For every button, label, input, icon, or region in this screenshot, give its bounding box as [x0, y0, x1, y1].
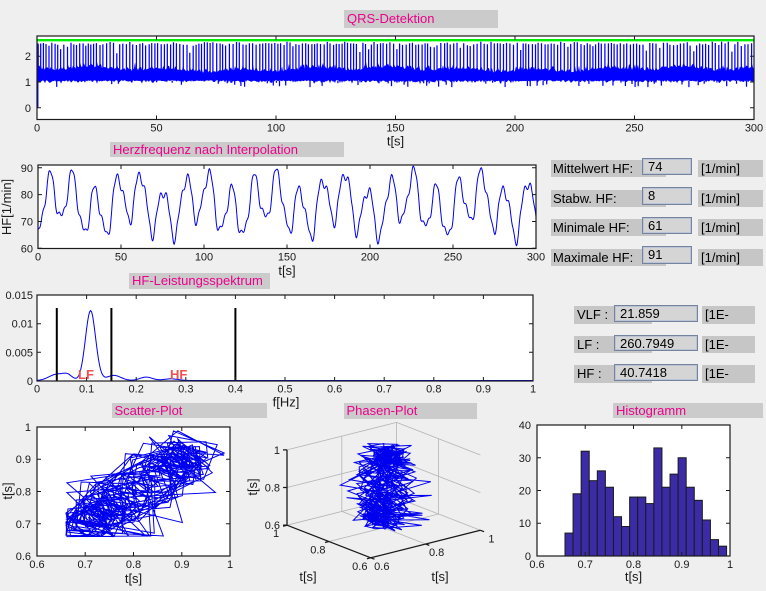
svg-text:0.8: 0.8: [310, 545, 325, 557]
svg-text:0.3: 0.3: [178, 384, 193, 396]
svg-text:0.6: 0.6: [327, 384, 342, 396]
svg-text:1: 1: [25, 422, 31, 434]
svg-text:250: 250: [444, 252, 462, 264]
svg-text:0: 0: [35, 252, 41, 264]
svg-text:150: 150: [278, 252, 296, 264]
svg-text:0.6: 0.6: [265, 520, 280, 532]
svg-text:HF[1/min]: HF[1/min]: [0, 179, 14, 235]
svg-text:1: 1: [530, 384, 536, 396]
svg-text:t[s]: t[s]: [245, 478, 260, 495]
svg-text:0.7: 0.7: [16, 519, 31, 531]
svg-text:0.9: 0.9: [476, 384, 491, 396]
svg-text:250: 250: [625, 123, 643, 135]
svg-text:0.9: 0.9: [16, 454, 31, 466]
svg-text:0.6: 0.6: [16, 551, 31, 563]
svg-text:0.5: 0.5: [277, 384, 292, 396]
svg-text:t[s]: t[s]: [299, 569, 316, 584]
svg-text:1: 1: [274, 445, 280, 457]
svg-text:f[Hz]: f[Hz]: [273, 395, 300, 410]
svg-text:90: 90: [21, 163, 33, 175]
svg-text:30: 30: [519, 453, 531, 465]
svg-text:0.2: 0.2: [129, 384, 144, 396]
svg-text:0.7: 0.7: [377, 384, 392, 396]
svg-text:2: 2: [25, 51, 31, 63]
svg-text:10: 10: [519, 518, 531, 530]
svg-text:50: 50: [150, 123, 162, 135]
svg-text:0: 0: [34, 123, 40, 135]
svg-text:t[s]: t[s]: [278, 263, 295, 278]
svg-text:40: 40: [519, 420, 531, 432]
svg-text:200: 200: [506, 123, 524, 135]
svg-text:LF: LF: [78, 367, 94, 382]
svg-text:0.1: 0.1: [79, 384, 94, 396]
svg-text:0: 0: [27, 376, 33, 388]
svg-text:t[s]: t[s]: [125, 571, 142, 586]
svg-text:t[s]: t[s]: [625, 569, 642, 584]
svg-text:200: 200: [361, 252, 379, 264]
svg-text:0.9: 0.9: [174, 559, 189, 571]
svg-text:0.6: 0.6: [29, 559, 44, 571]
svg-text:100: 100: [195, 252, 213, 264]
svg-text:0.8: 0.8: [426, 384, 441, 396]
svg-text:70: 70: [21, 217, 33, 229]
svg-text:0.8: 0.8: [265, 483, 280, 495]
svg-text:1: 1: [727, 559, 733, 571]
svg-text:0.8: 0.8: [16, 487, 31, 499]
svg-text:1: 1: [227, 559, 233, 571]
svg-text:80: 80: [21, 190, 33, 202]
svg-text:1: 1: [273, 528, 279, 540]
svg-text:300: 300: [745, 123, 763, 135]
svg-text:0: 0: [34, 384, 40, 396]
svg-text:0.7: 0.7: [78, 559, 93, 571]
svg-text:0.8: 0.8: [126, 559, 141, 571]
svg-text:1: 1: [488, 533, 494, 545]
svg-text:1: 1: [25, 77, 31, 89]
svg-text:0.6: 0.6: [529, 559, 544, 571]
svg-text:60: 60: [21, 243, 33, 255]
svg-text:300: 300: [527, 252, 545, 264]
svg-text:0.8: 0.8: [626, 559, 641, 571]
svg-text:0.6: 0.6: [374, 561, 389, 573]
svg-text:0.015: 0.015: [5, 290, 33, 302]
svg-text:0.005: 0.005: [5, 347, 33, 359]
svg-text:HF: HF: [170, 367, 187, 382]
svg-text:0.6: 0.6: [352, 561, 367, 573]
svg-text:20: 20: [519, 486, 531, 498]
svg-text:0.4: 0.4: [228, 384, 243, 396]
svg-text:0: 0: [525, 551, 531, 563]
svg-text:100: 100: [267, 123, 285, 135]
svg-text:t[s]: t[s]: [431, 569, 448, 584]
svg-text:t[s]: t[s]: [387, 134, 404, 149]
svg-text:t[s]: t[s]: [0, 482, 15, 499]
svg-text:0.8: 0.8: [429, 547, 444, 559]
svg-text:0.01: 0.01: [12, 319, 33, 331]
svg-text:0.7: 0.7: [578, 559, 593, 571]
svg-text:0: 0: [25, 103, 31, 115]
svg-text:0.9: 0.9: [674, 559, 689, 571]
svg-text:50: 50: [115, 252, 127, 264]
svg-text:150: 150: [386, 123, 404, 135]
